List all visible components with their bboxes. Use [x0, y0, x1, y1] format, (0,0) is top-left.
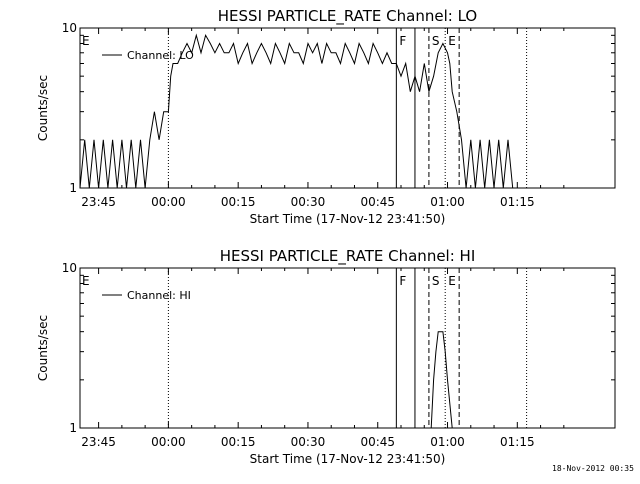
y-tick-label: 1 [69, 181, 77, 195]
axes-frame [79, 267, 616, 429]
x-tick-label: 00:00 [151, 435, 186, 449]
flag-label: S [432, 34, 440, 48]
flag-label: S [432, 274, 440, 288]
flag-label: F [399, 34, 406, 48]
y-tick-label: 10 [62, 261, 77, 275]
x-tick-label: 00:45 [360, 435, 395, 449]
y-axis-label: Counts/sec [36, 75, 50, 141]
x-tick-label: 00:15 [221, 435, 256, 449]
x-tick-label: 00:30 [291, 195, 326, 209]
series-line [79, 33, 514, 189]
x-tick-label: 01:15 [500, 435, 535, 449]
footer-timestamp: 18-Nov-2012 00:35 [552, 464, 634, 473]
y-axis-label: Counts/sec [36, 315, 50, 381]
legend-label: Channel: HI [127, 289, 191, 302]
x-tick-label: 01:00 [430, 435, 465, 449]
x-tick-label: 00:15 [221, 195, 256, 209]
x-tick-label: 00:45 [360, 195, 395, 209]
flag-label: E [82, 274, 90, 288]
x-axis-label: Start Time (17-Nov-12 23:41:50) [250, 452, 446, 466]
x-tick-label: 01:15 [500, 195, 535, 209]
series-line [430, 331, 457, 429]
y-tick-label: 10 [62, 21, 77, 35]
x-tick-label: 00:00 [151, 195, 186, 209]
flag-label: E [448, 274, 456, 288]
x-axis-label: Start Time (17-Nov-12 23:41:50) [250, 212, 446, 226]
y-tick-label: 1 [69, 421, 77, 435]
chart-title: HESSI PARTICLE_RATE Channel: LO [218, 7, 477, 26]
chart-title: HESSI PARTICLE_RATE Channel: HI [220, 247, 476, 266]
axes-frame [79, 27, 616, 189]
flag-label: E [82, 34, 90, 48]
chart-panel-1: HESSI PARTICLE_RATE Channel: HI Counts/se… [36, 247, 616, 466]
chart-panel-0: HESSI PARTICLE_RATE Channel: LO Counts/se… [36, 7, 616, 226]
x-tick-label: 23:45 [81, 195, 116, 209]
x-tick-label: 01:00 [430, 195, 465, 209]
x-tick-label: 00:30 [291, 435, 326, 449]
flag-label: E [448, 34, 456, 48]
x-tick-label: 23:45 [81, 435, 116, 449]
legend-label: Channel: LO [127, 49, 194, 62]
flag-label: F [399, 274, 406, 288]
